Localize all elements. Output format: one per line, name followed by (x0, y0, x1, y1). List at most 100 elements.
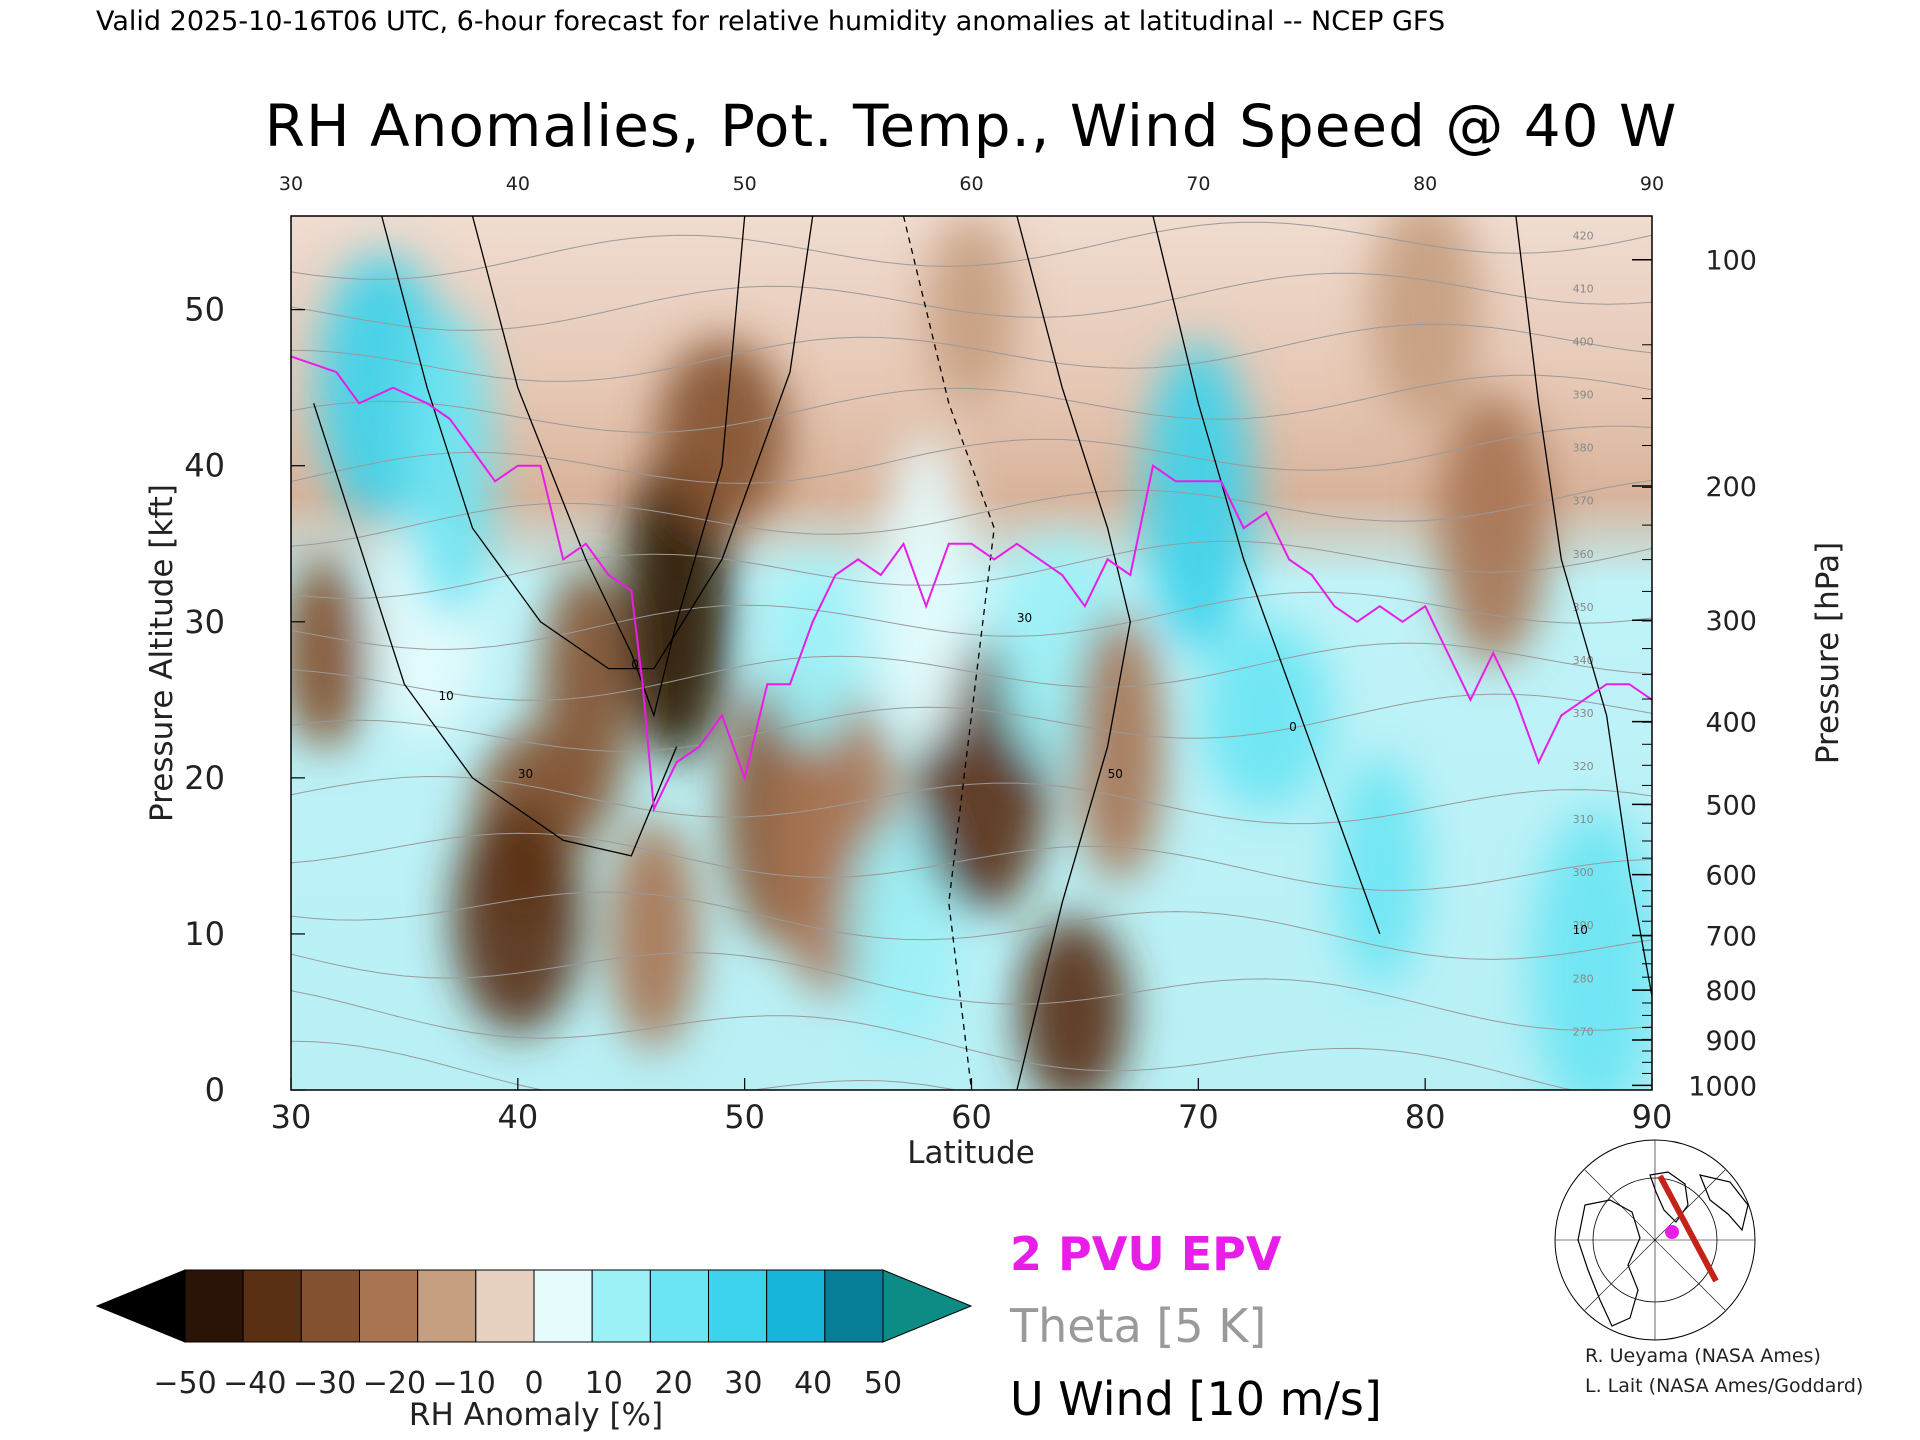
y-axis-label: Pressure Altitude [kft] (144, 484, 180, 822)
y-tick-label: 40 (184, 447, 225, 485)
colorbar-tick-label: −40 (223, 1366, 286, 1401)
pressure-tick-label: 500 (1705, 790, 1757, 821)
rh-anomaly-blob (1073, 611, 1164, 882)
u-wind-label: 10 (1573, 923, 1588, 937)
top-tick-label: 40 (506, 173, 530, 195)
colorbar-tick-label: 20 (655, 1366, 693, 1401)
rh-anomaly-blob (926, 216, 1017, 405)
y-tick-label: 0 (205, 1071, 225, 1109)
theta-isentrope (291, 832, 1652, 891)
top-tick-label: 50 (733, 173, 757, 195)
theta-isentrope (291, 425, 1652, 484)
theta-label: 300 (1573, 866, 1594, 879)
rh-anomaly-blob (452, 803, 583, 1034)
colorbar-tick-label: 50 (864, 1366, 902, 1401)
colorbar-box (242, 1269, 302, 1343)
x-tick-label: 80 (1405, 1098, 1446, 1136)
top-tick-label: 30 (279, 173, 303, 195)
rh-anomaly-field (291, 216, 1652, 1090)
y2-axis-label: Pressure [hPa] (1810, 542, 1846, 764)
x-tick-label: 90 (1632, 1098, 1673, 1136)
u-wind-contour (313, 403, 678, 857)
map-meridian-4 (1584, 1169, 1726, 1311)
rh-anomaly-blob (656, 339, 787, 530)
rh-anomaly-blob (1018, 916, 1129, 1090)
theta-label: 330 (1573, 707, 1594, 720)
y-tick-label: 50 (184, 291, 225, 329)
top-tick-label: 80 (1413, 173, 1437, 195)
rh-anomaly-blob (1201, 620, 1332, 811)
colorbar-tick-label: −50 (153, 1366, 216, 1401)
u-wind-label: 50 (1108, 767, 1123, 781)
top-axis-ticks: 30 40 50 60 70 80 90 (279, 173, 1664, 195)
rh-anomaly-blob (291, 558, 371, 748)
colorbar-high-arrow (882, 1269, 973, 1343)
theta-label: 280 (1573, 972, 1594, 985)
pressure-tick-label: 1000 (1688, 1071, 1757, 1102)
x-tick-label: 40 (497, 1098, 538, 1136)
theta-isentrope (291, 591, 1652, 650)
theta-isentrope (291, 479, 1652, 547)
map-coastline-america (1577, 1199, 1641, 1327)
theta-isentrope (291, 374, 1652, 433)
pressure-tick-label: 600 (1705, 861, 1757, 892)
credit-line-2: L. Lait (NASA Ames/Goddard) (1585, 1375, 1863, 1397)
colorbar-box (649, 1269, 709, 1343)
legend-wind: U Wind [10 m/s] (1010, 1372, 1382, 1426)
theta-isentrope (291, 221, 1652, 280)
theta-isentrope (291, 323, 1652, 382)
theta-isentrope (291, 775, 1652, 825)
y-tick-label: 30 (184, 603, 225, 641)
chart-header: Valid 2025-10-16T06 UTC, 6-hour forecast… (96, 6, 1445, 37)
x-tick-label: 50 (724, 1098, 765, 1136)
u-wind-contour (1016, 216, 1131, 1090)
rh-anomaly-blob (1438, 393, 1549, 664)
theta-label: 290 (1573, 919, 1594, 932)
theta-label: 410 (1573, 282, 1594, 295)
colorbar-label: RH Anomaly [%] (409, 1397, 663, 1433)
rh-anomaly-blob (404, 310, 495, 621)
u-wind-label: 10 (438, 689, 453, 703)
pressure-tick-label: 200 (1705, 472, 1757, 503)
epv-2pvu-line (291, 355, 1652, 813)
theta-label: 360 (1573, 548, 1594, 561)
top-tick-label: 60 (959, 173, 983, 195)
theta-label: 350 (1573, 601, 1594, 614)
map-location-dot (1665, 1225, 1679, 1239)
u-wind-label: 30 (518, 767, 533, 781)
x-tick-label: 60 (951, 1098, 992, 1136)
u-wind-label: 0 (1289, 720, 1297, 734)
theta-isentrope (291, 952, 1652, 1031)
colorbar-tick-label: 10 (585, 1366, 623, 1401)
locator-map (1554, 1139, 1760, 1341)
pressure-minor-ticks (1632, 258, 1652, 1087)
theta-isentrope (291, 891, 1652, 960)
u-wind-contour (1152, 216, 1381, 935)
colorbar-box (300, 1269, 361, 1343)
theta-isentropes: 2702802903003103203303403503603703803904… (291, 221, 1652, 1090)
colorbar-box (708, 1269, 768, 1343)
u-wind-contour (381, 216, 814, 670)
theta-label: 320 (1573, 760, 1594, 773)
rh-anomaly-blob (881, 435, 972, 746)
pressure-tick-label: 100 (1705, 246, 1757, 277)
legend-epv: 2 PVU EPV (1010, 1227, 1282, 1281)
theta-label: 270 (1573, 1025, 1594, 1038)
colorbar-tick-label: 40 (794, 1366, 832, 1401)
y-tick-label: 10 (184, 915, 225, 953)
pressure-tick-label: 900 (1705, 1026, 1757, 1057)
u-wind-contour (1515, 216, 1652, 997)
theta-isentrope (291, 990, 1575, 1090)
top-tick-label: 70 (1186, 173, 1210, 195)
colorbar-tick-label: −30 (293, 1366, 356, 1401)
pressure-tick-label: 700 (1705, 921, 1757, 952)
colorbar-box (359, 1269, 419, 1343)
u-wind-label: 30 (1017, 611, 1032, 625)
rh-anomaly-blob (540, 564, 631, 835)
theta-label: 420 (1573, 229, 1594, 242)
theta-isentrope (291, 642, 1652, 701)
colorbar-box (766, 1269, 826, 1343)
x-tick-label: 70 (1178, 1098, 1219, 1136)
u-wind-contour (902, 216, 995, 1090)
